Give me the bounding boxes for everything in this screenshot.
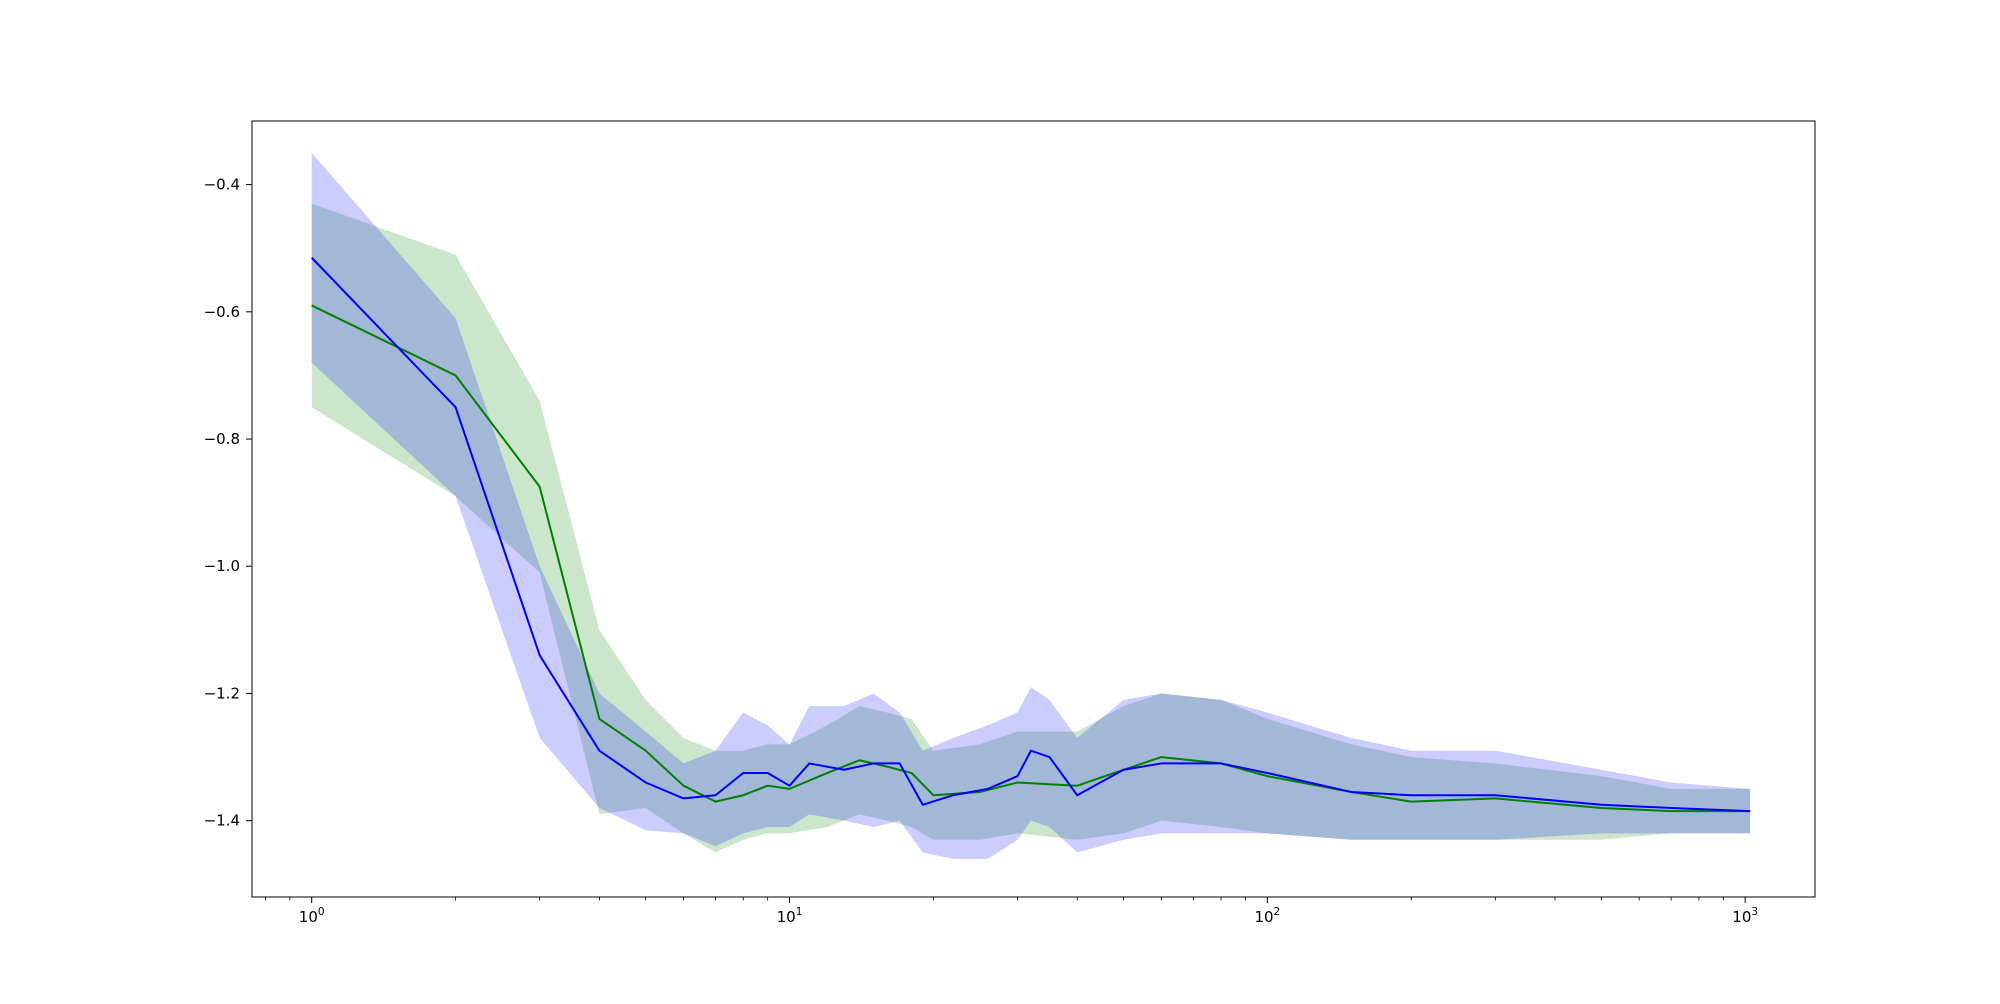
y-tick-label: −0.8 — [204, 430, 240, 448]
plot-frame — [251, 120, 1816, 898]
series-0-line — [311, 304, 1751, 813]
series-0-band — [311, 203, 1751, 853]
y-tick-label: −0.6 — [204, 303, 240, 321]
x-axis: 100 101 102 103 — [264, 897, 1758, 926]
x-tick-label-base: 10 — [299, 908, 318, 926]
series-1-line — [310, 257, 1751, 813]
x-tick-label: 100 — [299, 906, 325, 926]
y-tick-label: −0.4 — [204, 176, 240, 194]
x-tick-label-base: 10 — [777, 908, 796, 926]
x-tick-label: 102 — [1254, 906, 1280, 926]
x-tick-label-exponent: 1 — [796, 906, 803, 918]
x-tick-label-base: 10 — [1732, 908, 1751, 926]
y-tick-label: −1.4 — [204, 812, 240, 830]
series-1-band — [311, 152, 1751, 859]
x-tick-label-exponent: 0 — [318, 906, 325, 918]
x-tick-label-exponent: 3 — [1751, 906, 1758, 918]
x-tick-label: 103 — [1732, 906, 1758, 926]
series-lines — [310, 257, 1751, 813]
y-axis: −1.4 −1.2 −1.0 −0.8 −0.6 −0.4 — [204, 176, 252, 830]
y-tick-label: −1.0 — [204, 557, 240, 575]
x-tick-label-exponent: 2 — [1274, 906, 1281, 918]
confidence-bands — [311, 152, 1751, 859]
y-tick-label: −1.2 — [204, 684, 240, 702]
x-tick-label-base: 10 — [1254, 908, 1273, 926]
x-tick-label: 101 — [777, 906, 803, 926]
